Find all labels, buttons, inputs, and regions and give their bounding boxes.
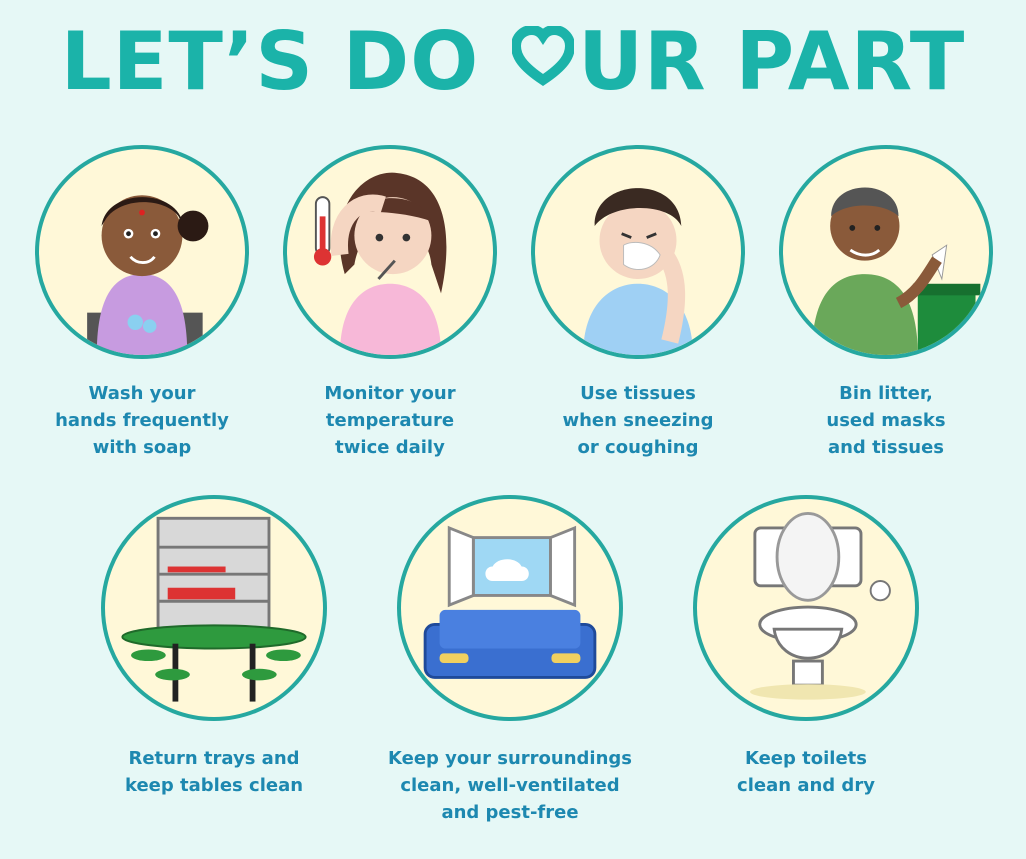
caption-tissues: Use tissues when sneezing or coughing — [562, 383, 714, 458]
caption-surroundings: Keep your surroundings clean, well-venti… — [387, 748, 632, 823]
title-part-1: LET’S DO — [60, 15, 509, 108]
ventilated-room-icon — [397, 495, 623, 721]
thermometer-icon — [283, 145, 497, 359]
heart-icon — [511, 13, 576, 109]
caption-trays-tables: Return trays and keep tables clean — [124, 748, 304, 796]
caption-temperature: Monitor your temperature twice daily — [324, 383, 456, 458]
tissue-icon — [531, 145, 745, 359]
table-trays-icon — [101, 495, 327, 721]
page-title: LET’S DO UR PART — [0, 14, 1026, 115]
title-part-2: UR PART — [578, 15, 966, 108]
toilet-icon — [693, 495, 919, 721]
caption-toilets: Keep toilets clean and dry — [737, 748, 875, 796]
caption-bin-litter: Bin litter, used masks and tissues — [826, 383, 946, 458]
caption-hand-washing: Wash your hands frequently with soap — [55, 383, 229, 458]
hand-washing-icon — [35, 145, 249, 359]
bin-icon — [779, 145, 993, 359]
